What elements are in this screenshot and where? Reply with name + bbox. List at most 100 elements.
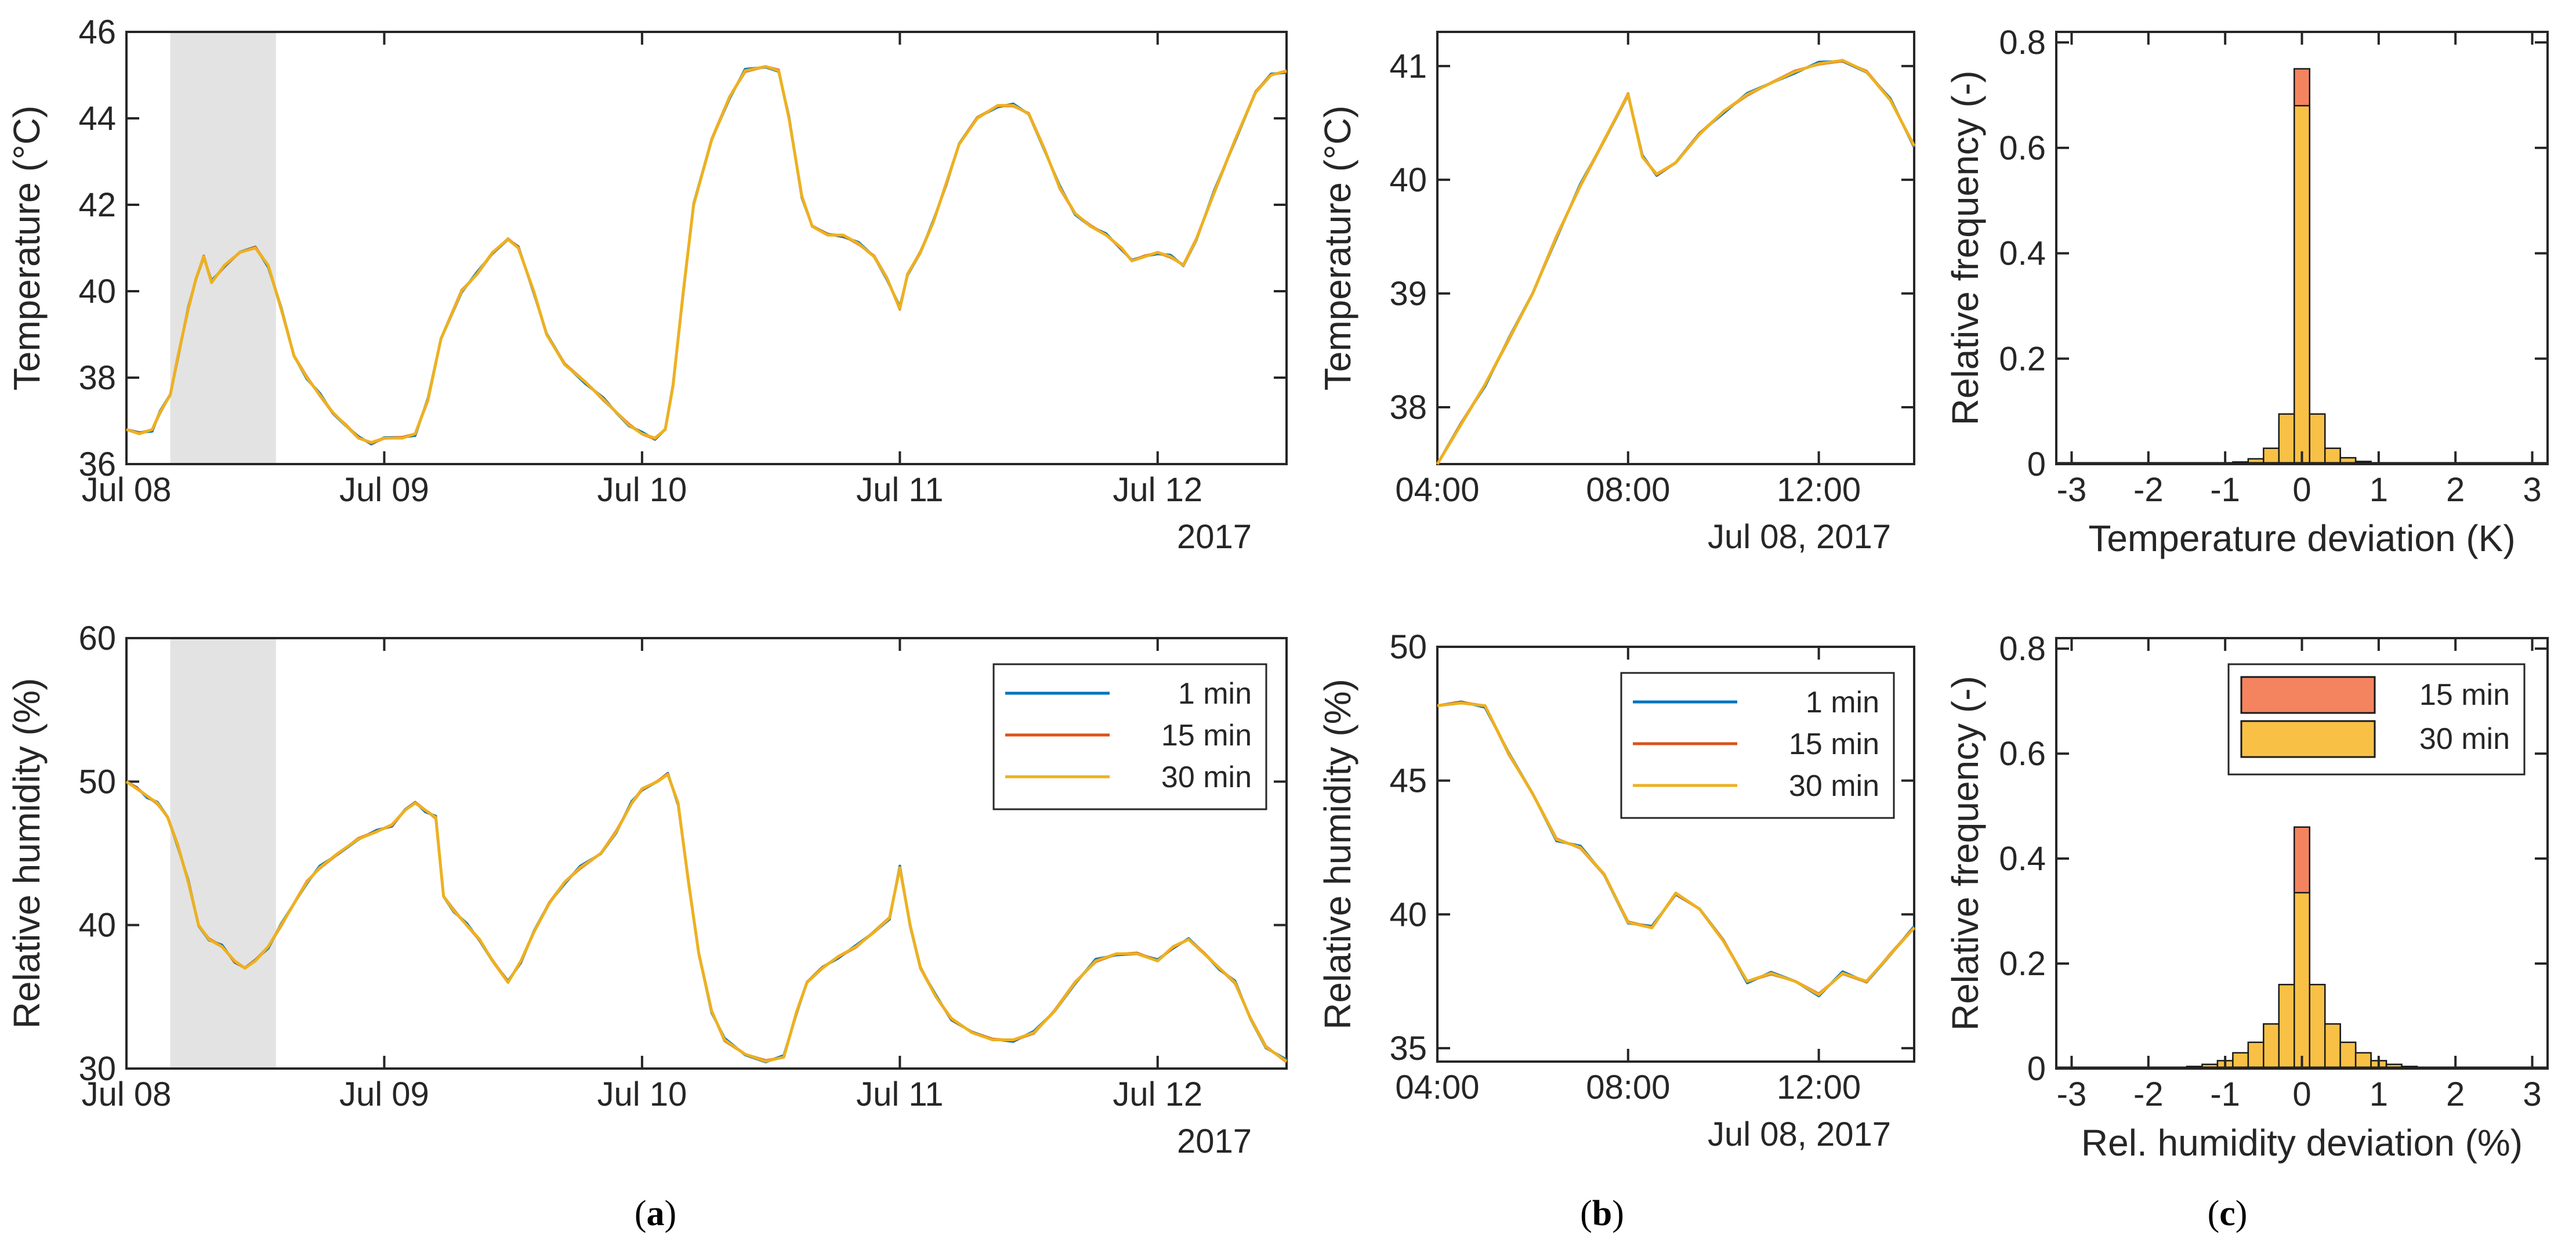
y-axis-label: Relative humidity (%) [6,678,48,1029]
series-line-30-min [1437,701,1915,997]
legend-label: 30 min [1789,769,1879,803]
caption-letter: c [2219,1194,2236,1233]
legend-swatch [2240,676,2376,714]
panel-b-bottom: 35 40 45 50 04:00 08:00 12:00 Jul 08, 2017 Relat… [1317,628,1915,1153]
x-tick-label: 12:00 [1777,1069,1861,1106]
series-line-1-min [126,66,1287,446]
x-tick-label: -3 [2057,471,2087,509]
y-axis-label: Temperature (°C) [6,106,48,391]
bar-30-min [2278,413,2295,465]
y-axis-label: Temperature (°C) [1317,106,1358,391]
x-tick-label: -2 [2133,1076,2164,1113]
y-tick-label: 45 [1389,762,1427,800]
x-axis-label: Temperature deviation (K) [2088,517,2515,559]
axes-box [1436,31,1915,465]
y-tick-label: 30 [78,1050,116,1088]
caption-close: ) [1612,1194,1624,1233]
y-tick-label: 35 [1389,1030,1427,1067]
x-tick-label: Jul 12 [1113,471,1202,509]
x-tick-label: 04:00 [1395,471,1479,509]
x-tick-label: Jul 08 [82,471,172,509]
y-tick-label: 0.6 [1999,735,2046,773]
bar-30-min [2247,1041,2265,1070]
y-tick-label: 0 [2027,1050,2046,1088]
x-tick-label: -2 [2133,471,2164,509]
y-tick-label: 0.6 [1999,129,2046,167]
legend-label: 30 min [2419,722,2510,756]
x-tick-label: -1 [2210,1076,2240,1113]
x-tick-label: 0 [2292,1076,2311,1113]
y-tick-label: 50 [1389,628,1427,666]
series-line-30-min [125,773,1288,1063]
bar-30-min [2294,104,2310,465]
shaded-interval [170,638,276,1069]
bar-30-min [2263,1023,2280,1070]
bar-30-min [2263,447,2280,465]
legend-box [992,663,1267,810]
shaded-interval [170,32,276,464]
caption-close: ) [2236,1194,2248,1233]
y-tick-label: 38 [78,359,116,397]
y-tick-label: 0.2 [1999,340,2046,378]
panel-caption: (c) [2208,1194,2248,1233]
x-tick-label: 1 [2370,471,2388,509]
y-tick-label: 0.8 [1999,630,2046,668]
legend-label: 30 min [1161,761,1252,794]
x-tick-label: Jul 09 [339,1076,429,1113]
y-tick-label: 0.4 [1999,840,2046,878]
x-tick-label: Jul 08 [82,1076,172,1113]
y-tick-label: 0.8 [1999,24,2046,61]
y-tick-label: 42 [78,186,116,224]
x-tick-label: 08:00 [1586,1069,1670,1106]
legend: 15 min 30 min [2227,663,2526,776]
bar-30-min [2232,1052,2249,1070]
x-tick-label: 3 [2523,1076,2541,1113]
caption-open: ( [635,1194,647,1233]
x-tick-label: 2 [2446,471,2465,509]
x-tick-label: 3 [2523,471,2541,509]
y-tick-label: 40 [78,273,116,310]
y-axis-label: Relative humidity (%) [1317,679,1358,1030]
y-tick-label: 0.4 [1999,235,2046,273]
caption-letter: a [647,1194,665,1233]
caption-open: ( [1580,1194,1592,1233]
x-tick-label: Jul 09 [339,471,429,509]
series-line-1-min [125,772,1288,1064]
y-tick-label: 40 [1389,161,1427,199]
legend-label: 15 min [1789,727,1879,761]
x-tick-label: 08:00 [1586,471,1670,509]
y-tick-label: 60 [78,620,116,657]
axes-box [125,31,1288,465]
series-line-15-min [1436,59,1916,465]
y-axis-label: Relative frequency (-) [1944,676,1986,1031]
y-tick-label: 0 [2027,446,2046,483]
legend-label: 15 min [1161,719,1252,752]
x-tick-label: Jul 10 [597,1076,687,1113]
caption-close: ) [665,1194,677,1233]
x-tick-label: 0 [2292,471,2311,509]
x-tick-label: Jul 11 [856,471,943,509]
y-tick-label: 40 [1389,896,1427,933]
series-line-15-min [125,772,1288,1063]
y-tick-label: 36 [78,446,116,483]
x-tick-label: 12:00 [1777,471,1861,509]
legend-label: 1 min [1178,677,1252,711]
x-tick-label: 1 [2370,1076,2388,1113]
bar-30-min [2294,892,2310,1070]
legend-box [1620,672,1895,819]
x-tick-label: -3 [2057,1076,2087,1113]
legend: 1 min 15 min 30 min [992,663,1267,810]
bar-30-min [2278,983,2295,1070]
y-tick-label: 50 [78,763,116,801]
x-date-label: Jul 08, 2017 [1708,1116,1891,1153]
bar-30-min [2324,447,2341,465]
bar-30-min [2339,1041,2357,1070]
legend-swatch [2240,720,2376,758]
series-line-1-min [1436,60,1916,465]
legend-label: 15 min [2419,678,2510,712]
caption-open: ( [2208,1194,2220,1233]
axes-box [125,637,1288,1070]
y-tick-label: 40 [78,907,116,944]
legend-label: 1 min [1806,686,1879,719]
